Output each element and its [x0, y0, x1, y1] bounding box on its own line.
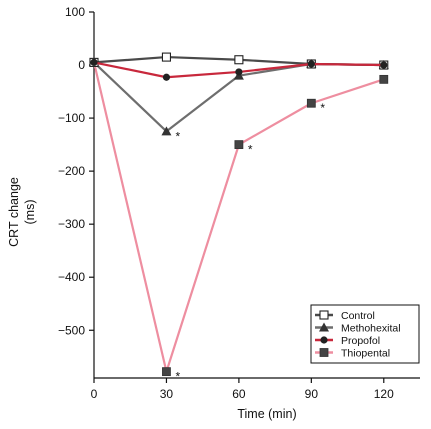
y-tick-label: −100 [58, 111, 85, 125]
plot-series: * * * * [89, 52, 389, 384]
legend-marker-control [319, 310, 329, 320]
y-tick-label: −300 [58, 217, 85, 231]
legend-label: Methohexital [341, 323, 401, 335]
x-tick-label: 60 [232, 387, 246, 401]
series-propofol [90, 58, 388, 81]
legend-label: Control [341, 310, 375, 322]
data-point-thiopental [306, 98, 316, 108]
data-point-thiopental [162, 367, 171, 377]
legend-label: Thiopental [341, 348, 390, 360]
data-point-propofol [380, 61, 388, 69]
axis-titles: CRT change (ms) Time (min) [7, 177, 297, 421]
significance-marker: * [248, 143, 253, 157]
significance-marker: * [175, 370, 180, 384]
x-axis-title: Time (min) [237, 407, 296, 421]
x-tick-label: 30 [160, 387, 174, 401]
x-tick-label: 0 [91, 387, 98, 401]
legend-item-propofol: Propofol [315, 335, 380, 347]
data-point-propofol [235, 68, 243, 76]
axes [93, 12, 420, 379]
data-point-propofol [307, 60, 315, 68]
data-point-thiopental [379, 74, 389, 84]
legend-item-methohexital: Methohexital [315, 322, 401, 335]
y-tick-label: 100 [65, 5, 85, 19]
legend-label: Propofol [341, 335, 380, 347]
legend-marker-methohexital [319, 322, 329, 332]
legend-item-control: Control [315, 310, 375, 322]
significance-marker: * [320, 101, 325, 115]
data-point-thiopental [234, 140, 244, 150]
axis-ticks: 100 0 −100 −200 −300 −400 −500 0 30 60 90 120 [58, 5, 394, 401]
legend-marker-thiopental [319, 348, 329, 357]
data-point-control [161, 52, 171, 62]
series-control [89, 52, 389, 70]
y-tick-label: −400 [58, 270, 85, 284]
y-axis-title-line-1: CRT change [7, 177, 21, 247]
y-tick-label: −200 [58, 164, 85, 178]
y-tick-label: 0 [78, 58, 85, 72]
data-point-control [234, 55, 244, 65]
legend-marker-propofol [320, 336, 328, 344]
y-axis-title-line-2: (ms) [23, 200, 37, 225]
data-point-methohexital [161, 126, 172, 136]
x-tick-label: 90 [305, 387, 319, 401]
data-point-propofol [162, 73, 171, 81]
y-tick-label: −500 [58, 323, 85, 337]
legend-item-thiopental: Thiopental [315, 348, 390, 360]
significance-marker: * [175, 129, 180, 143]
x-tick-label: 120 [374, 387, 394, 401]
data-point-propofol [90, 58, 98, 66]
